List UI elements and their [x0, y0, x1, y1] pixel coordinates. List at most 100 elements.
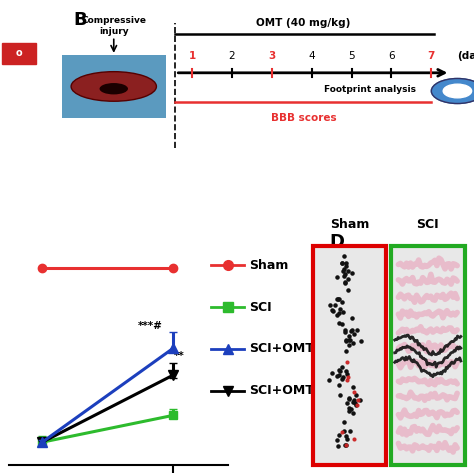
Point: [344, 268, 352, 275]
Point: [337, 391, 344, 399]
Point: [342, 337, 350, 345]
Point: [336, 382, 343, 389]
Point: [338, 259, 346, 266]
Point: [343, 432, 350, 440]
Point: [334, 296, 342, 303]
Point: [343, 376, 351, 384]
Text: SCI+OMT+EX527: SCI+OMT+EX527: [249, 384, 369, 397]
Point: [348, 327, 356, 334]
Point: [344, 373, 352, 381]
Point: [346, 332, 353, 339]
Point: [328, 369, 336, 377]
Text: 7: 7: [428, 52, 435, 62]
Text: Compressive
injury: Compressive injury: [81, 16, 146, 36]
Point: [342, 337, 350, 344]
Point: [349, 339, 356, 347]
Point: [343, 371, 351, 378]
Point: [342, 326, 349, 333]
Point: [344, 286, 351, 294]
Point: [329, 307, 337, 315]
Text: SCI: SCI: [417, 218, 439, 231]
Point: [349, 398, 357, 406]
Point: [342, 279, 349, 287]
Point: [338, 428, 346, 436]
Point: [354, 396, 362, 403]
Text: D: D: [329, 233, 344, 251]
Point: [352, 401, 360, 409]
Ellipse shape: [71, 72, 156, 101]
Point: [340, 265, 348, 273]
Point: [357, 337, 365, 345]
Point: [340, 252, 347, 260]
Bar: [62, 55, 166, 118]
Point: [336, 305, 344, 313]
Point: [347, 405, 355, 413]
Point: [336, 310, 343, 317]
Point: [340, 428, 348, 435]
Point: [346, 407, 353, 415]
Point: [346, 404, 353, 412]
Point: [336, 371, 343, 378]
Point: [356, 396, 364, 404]
Text: (days): (days): [457, 52, 474, 62]
Point: [353, 392, 360, 399]
Point: [338, 363, 346, 370]
Text: o: o: [16, 48, 22, 58]
Point: [336, 367, 344, 374]
Point: [342, 259, 350, 266]
Point: [342, 262, 350, 270]
Point: [338, 259, 346, 267]
Point: [347, 327, 355, 335]
Point: [325, 376, 333, 384]
Point: [335, 432, 342, 439]
Text: ***#: ***#: [138, 321, 163, 331]
Point: [348, 314, 356, 322]
Text: 3: 3: [268, 52, 275, 62]
Point: [344, 435, 351, 443]
Text: SCI: SCI: [249, 301, 272, 314]
Point: [338, 320, 346, 328]
Point: [345, 275, 352, 283]
Text: OMT (40 mg/kg): OMT (40 mg/kg): [256, 18, 351, 28]
Text: 4: 4: [309, 52, 315, 62]
Point: [348, 269, 356, 277]
Text: Sham: Sham: [330, 218, 369, 231]
Point: [328, 306, 336, 314]
Point: [333, 437, 341, 444]
Text: B: B: [74, 11, 87, 29]
Text: 6: 6: [388, 52, 395, 62]
Point: [336, 295, 343, 302]
Text: BBB scores: BBB scores: [271, 113, 336, 123]
Point: [349, 409, 357, 417]
Circle shape: [443, 84, 472, 98]
Point: [340, 418, 348, 426]
Text: Footprint analysis: Footprint analysis: [324, 85, 416, 94]
Point: [342, 441, 350, 448]
Point: [343, 399, 351, 407]
Point: [350, 388, 358, 396]
Point: [350, 435, 358, 442]
Text: SCI+OMT: SCI+OMT: [249, 342, 314, 356]
Point: [334, 442, 342, 450]
Text: 5: 5: [348, 52, 355, 62]
Point: [333, 295, 340, 303]
Point: [342, 442, 349, 449]
Point: [333, 372, 340, 380]
Point: [345, 394, 353, 401]
Text: 1: 1: [188, 52, 196, 62]
Point: [345, 341, 353, 348]
Point: [343, 367, 350, 375]
Point: [342, 270, 349, 277]
Point: [338, 375, 346, 383]
Point: [354, 327, 361, 334]
Point: [341, 328, 349, 336]
Point: [350, 330, 357, 338]
Point: [349, 383, 356, 391]
Point: [339, 373, 346, 380]
Point: [343, 358, 350, 365]
Point: [345, 336, 353, 344]
Point: [346, 428, 354, 435]
Text: 2: 2: [228, 52, 235, 62]
Text: Sham: Sham: [249, 259, 288, 272]
Point: [333, 311, 341, 319]
